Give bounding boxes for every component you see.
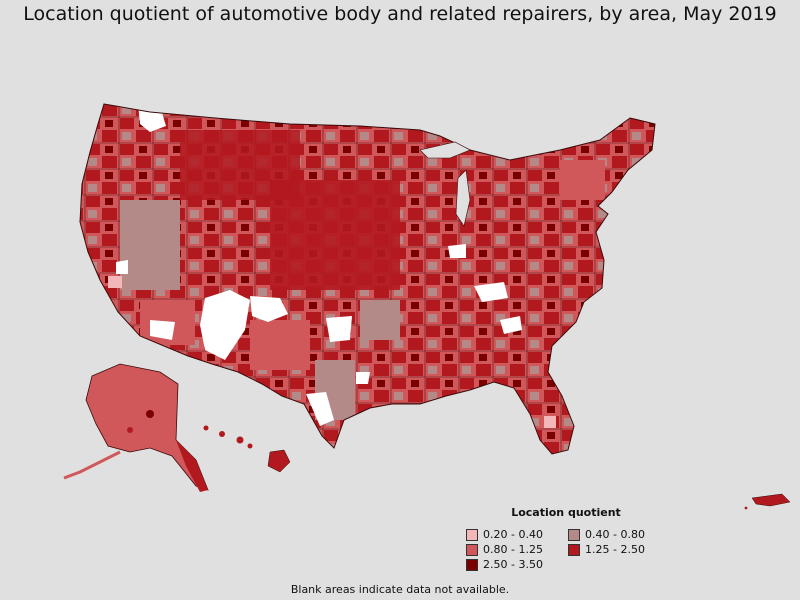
legend-item: 2.50 - 3.50 — [466, 558, 568, 571]
footnote: Blank areas indicate data not available. — [290, 583, 510, 596]
legend-title: Location quotient — [511, 506, 621, 519]
legend-label: 0.20 - 0.40 — [483, 528, 543, 541]
legend-item: 1.25 - 2.50 — [568, 543, 664, 556]
legend-label: 0.40 - 0.80 — [585, 528, 645, 541]
legend-label: 2.50 - 3.50 — [483, 558, 543, 571]
legend-swatch — [466, 528, 478, 541]
legend-items: 0.20 - 0.40 0.40 - 0.80 0.80 - 1.25 1.25… — [466, 528, 666, 571]
legend-swatch — [568, 528, 580, 541]
legend-item: 0.80 - 1.25 — [466, 543, 568, 556]
legend-label: 0.80 - 1.25 — [483, 543, 543, 556]
legend-swatch — [568, 543, 580, 556]
legend-item: 0.40 - 0.80 — [568, 528, 664, 541]
puerto-rico-region — [744, 493, 791, 510]
map-title: Location quotient of automotive body and… — [23, 3, 777, 25]
map-legend: Location quotient 0.20 - 0.40 0.40 - 0.8… — [466, 506, 666, 571]
legend-item: 0.20 - 0.40 — [466, 528, 568, 541]
alaska-region — [63, 363, 209, 492]
legend-swatch — [466, 558, 478, 571]
hawaii-region — [203, 425, 291, 473]
legend-swatch — [466, 543, 478, 556]
legend-label: 1.25 - 2.50 — [585, 543, 645, 556]
